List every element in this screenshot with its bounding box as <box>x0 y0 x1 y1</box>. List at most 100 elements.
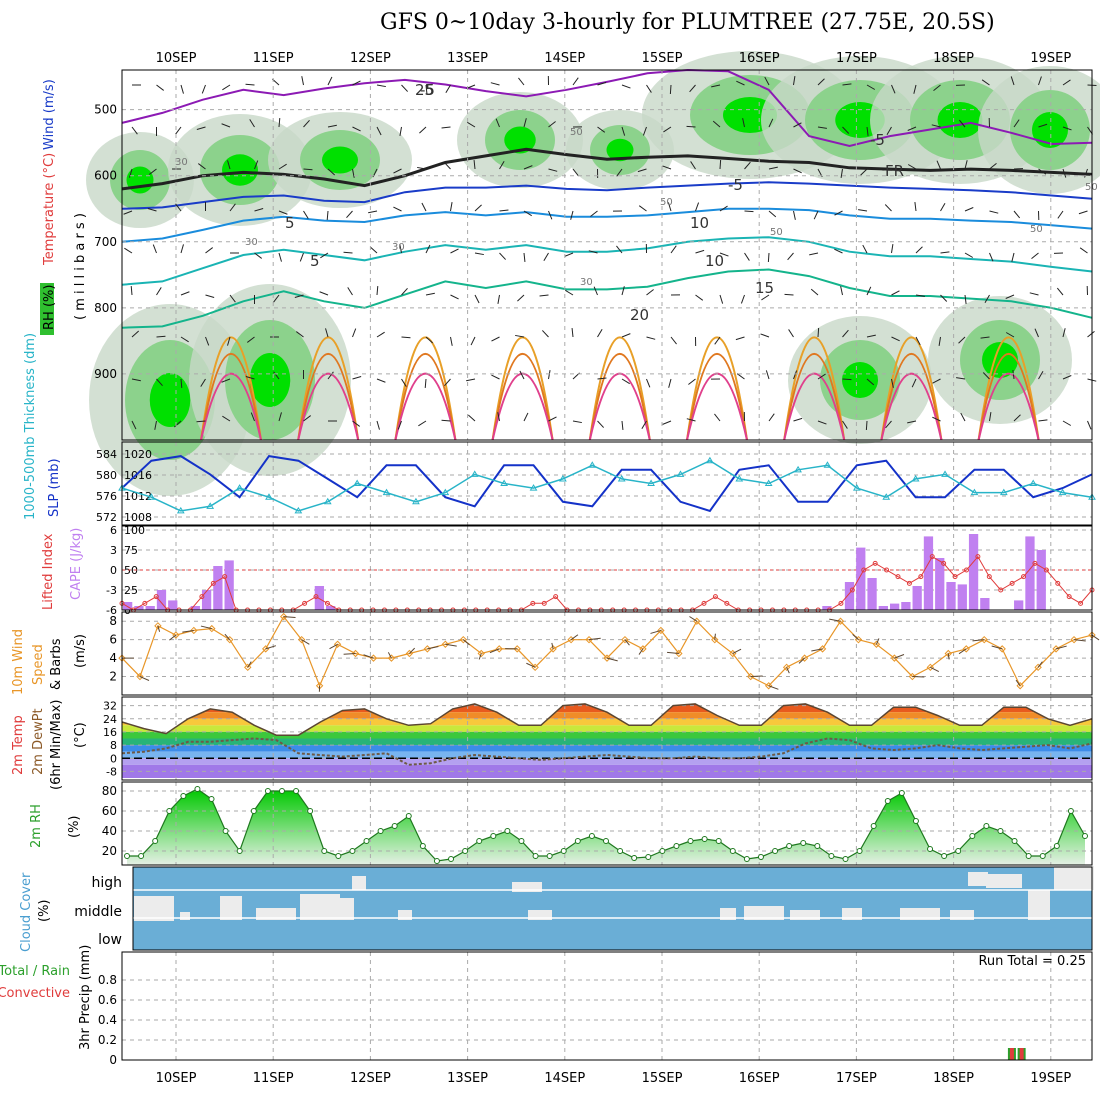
wind-barb <box>668 378 672 388</box>
li-marker <box>861 567 867 573</box>
wind-speed-marker <box>585 635 593 644</box>
wind-barb <box>283 616 296 619</box>
thickness-marker <box>705 456 714 464</box>
rh-marker <box>884 798 891 804</box>
rh-contour-label: 50 <box>770 227 783 238</box>
wind-barb <box>570 634 579 641</box>
thickness-marker <box>559 474 567 482</box>
thickness-marker <box>441 488 450 496</box>
wind-barb <box>278 252 282 262</box>
wind-barb <box>798 657 805 664</box>
precip-legend-total: Total / Rain <box>0 964 70 979</box>
rh-shade <box>606 138 634 162</box>
wind-barb <box>624 639 630 646</box>
wind-barb <box>793 210 796 220</box>
li-marker <box>906 580 912 586</box>
cape-tick-label: 100 <box>124 524 145 537</box>
wind-barb <box>352 420 360 427</box>
isotherm-label: 25 <box>415 81 434 99</box>
wind-barb <box>131 330 140 338</box>
wind-barb <box>254 208 264 212</box>
wind-barb <box>638 205 647 212</box>
wind-barb <box>299 252 304 262</box>
day-label-top: 13SEP <box>447 51 488 66</box>
wind-barb <box>296 331 304 338</box>
cloud-clear-segment <box>950 910 974 920</box>
wind-barb <box>621 333 631 338</box>
wind-speed-marker <box>603 654 611 662</box>
precip-tick-label: 0.8 <box>98 973 117 987</box>
rh-shade <box>249 353 291 407</box>
wind-barb <box>646 84 652 93</box>
wind-barb <box>882 168 892 171</box>
rh-shade <box>222 154 258 186</box>
isotherm-warm <box>977 352 1040 441</box>
wind-barb <box>663 126 672 133</box>
wind-barb <box>156 287 162 296</box>
wind-barb <box>473 159 476 170</box>
wind-barb <box>130 285 133 296</box>
rh-tick-label: 80 <box>102 784 117 798</box>
slp-tick-label: 1016 <box>124 469 152 482</box>
wind-barb <box>175 203 182 212</box>
wind-speed-marker <box>226 635 234 644</box>
wind-barb <box>866 126 869 136</box>
wind-barb <box>646 289 654 296</box>
cape-bar <box>314 586 325 610</box>
wind-barb <box>686 125 696 128</box>
wind-barb <box>817 78 825 86</box>
rh-marker <box>645 854 652 860</box>
wind-barb <box>981 79 990 86</box>
wind-barb <box>989 252 994 262</box>
rh2m-panel: 20 40 60 80 <box>102 782 1092 865</box>
rh-contour-label: 30 <box>580 277 593 288</box>
wind-barb <box>443 162 451 170</box>
day-label-top: 12SEP <box>350 51 391 66</box>
wind-barb <box>401 287 408 296</box>
wind-barb <box>301 76 304 86</box>
rh-shade <box>504 126 536 154</box>
wind-barb <box>1005 294 1015 299</box>
wind-speed-marker <box>854 635 863 644</box>
wind-barb <box>152 244 157 254</box>
wind-speed-marker <box>423 645 432 653</box>
wind-barb <box>597 126 606 133</box>
wind-barb <box>597 81 607 86</box>
rh-marker <box>842 856 849 862</box>
rh-marker <box>941 853 948 859</box>
cloud-clear-segment <box>1054 866 1094 890</box>
wind-speed-marker <box>154 622 162 630</box>
wind-speed-marker <box>836 617 845 625</box>
wind-barb <box>641 420 647 429</box>
rh-contour-label: 30 <box>392 242 405 253</box>
wind-barb <box>788 329 794 338</box>
cape-bar <box>844 582 855 610</box>
isotherm-label: 10 <box>705 252 724 270</box>
temp-band <box>122 758 1092 765</box>
lifted-index-label: Lifted Index <box>41 533 56 610</box>
wind-barb <box>523 165 533 170</box>
rh-shade <box>149 373 191 427</box>
li-marker <box>963 567 969 573</box>
wind-barb <box>765 370 770 380</box>
rh-marker <box>293 788 300 794</box>
wind-barb <box>499 252 507 260</box>
wind-speed-marker <box>172 631 180 639</box>
wind-barb <box>490 82 500 86</box>
cape-bar <box>889 603 900 610</box>
wind-speed-line <box>121 615 1093 688</box>
rh-marker <box>814 843 821 849</box>
isotherm-warm <box>880 352 943 441</box>
wind-barb <box>650 629 662 634</box>
rh-marker <box>448 856 455 862</box>
wind-barb <box>523 252 526 263</box>
thickness-panel: 1008 1012 1016 1020 572 576 580 584 <box>96 442 1096 525</box>
wind-barb <box>1038 168 1047 175</box>
thickness-marker <box>647 479 655 486</box>
cloud-clear-segment <box>220 896 242 920</box>
rh-marker <box>997 828 1004 834</box>
wind-barb <box>491 336 500 342</box>
wind-barb <box>196 420 206 423</box>
